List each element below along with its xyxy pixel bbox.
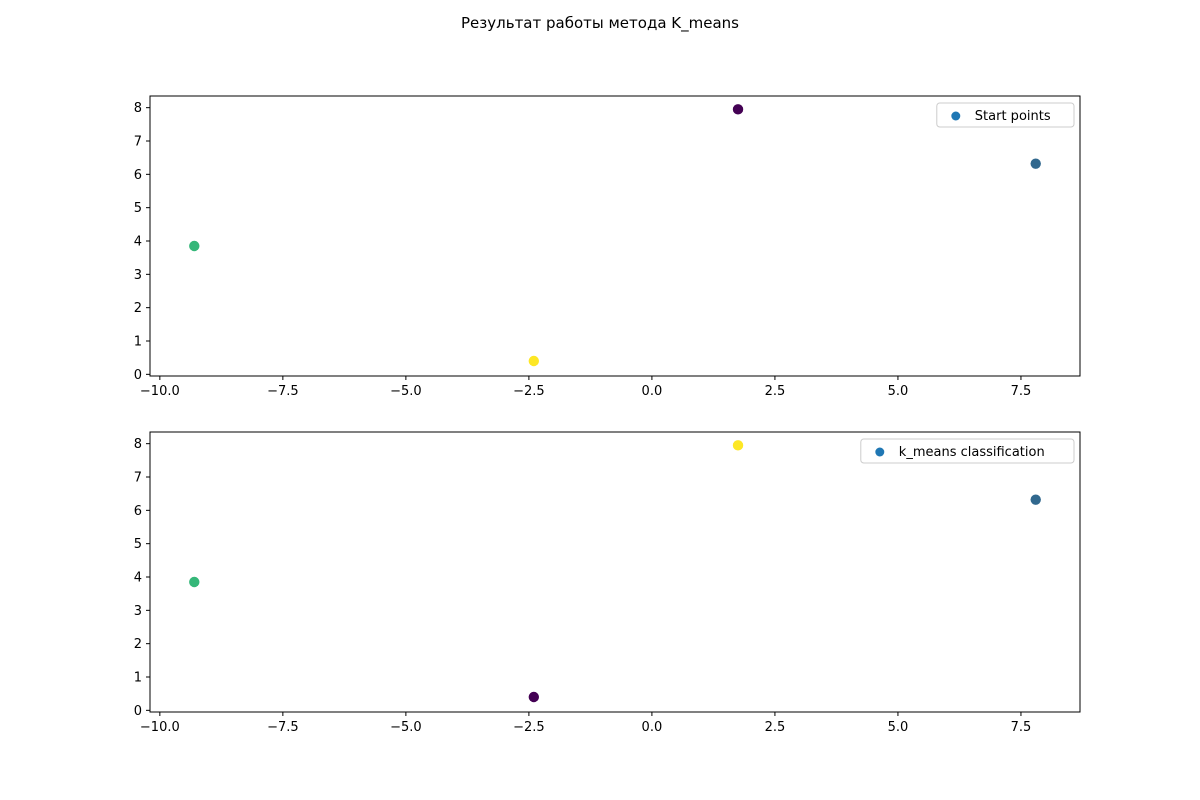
legend-label: k_means classification <box>899 445 1045 460</box>
scatter-point <box>732 440 744 451</box>
y-tick-label: 4 <box>134 571 142 586</box>
x-tick-label: 0.0 <box>642 384 663 399</box>
x-tick-label: 5.0 <box>888 384 909 399</box>
x-tick-label: −10.0 <box>140 384 180 399</box>
subplot-2: −10.0 −7.5 −5.0 −2.5 0.0 2.5 5.0 7.5 0 1 2 3 4 5 6 7 8 k_… <box>134 431 1081 735</box>
scatter-point <box>732 104 744 115</box>
x-tick-label: 7.5 <box>1011 384 1032 399</box>
figure-title: Результат работы метода K_means <box>461 14 739 32</box>
legend-marker <box>951 111 961 121</box>
y-tick-label: 5 <box>134 201 142 216</box>
legend-box <box>860 438 1075 464</box>
scatter-point <box>528 691 540 703</box>
x-tick-label: 5.0 <box>888 720 909 735</box>
x-tick-label: 0.0 <box>642 720 663 735</box>
y-tick-label: 3 <box>134 268 142 283</box>
legend-marker <box>875 447 885 457</box>
x-tick-label: −7.5 <box>267 720 299 735</box>
x-tick-label: −5.0 <box>390 384 422 399</box>
y-tick-label: 8 <box>134 437 142 452</box>
scatter-point <box>528 355 540 367</box>
y-tick-label: 1 <box>134 335 142 350</box>
x-tick-label: −10.0 <box>140 720 180 735</box>
legend-box <box>936 102 1075 128</box>
y-tick-label: 7 <box>134 471 142 486</box>
y-tick-label: 3 <box>134 604 142 619</box>
scatter-point <box>189 576 200 588</box>
y-tick-label: 0 <box>134 704 142 719</box>
y-tick-label: 2 <box>134 637 142 652</box>
axes-frame <box>149 95 1081 377</box>
legend: k_means classification <box>860 438 1075 464</box>
x-tick-label: 2.5 <box>765 720 786 735</box>
subplot-1: −10.0 −7.5 −5.0 −2.5 0.0 2.5 5.0 7.5 0 1 2 3 4 5 6 7 8 St… <box>134 95 1081 399</box>
x-tick-label: −5.0 <box>390 720 422 735</box>
y-tick-label: 1 <box>134 671 142 686</box>
legend-label: Start points <box>975 109 1051 124</box>
x-tick-label: −7.5 <box>267 384 299 399</box>
y-tick-label: 4 <box>134 235 142 250</box>
y-tick-label: 0 <box>134 368 142 383</box>
x-tick-label: 2.5 <box>765 384 786 399</box>
scatter-point <box>189 240 200 252</box>
scatter-point <box>1030 158 1041 169</box>
axes-frame <box>149 431 1081 713</box>
x-tick-label: −2.5 <box>513 384 545 399</box>
legend: Start points <box>936 102 1075 128</box>
x-tick-label: −2.5 <box>513 720 545 735</box>
x-tick-label: 7.5 <box>1011 720 1032 735</box>
scatter-point <box>1030 494 1041 505</box>
y-tick-label: 5 <box>134 537 142 552</box>
y-tick-label: 2 <box>134 301 142 316</box>
y-tick-label: 6 <box>134 168 142 183</box>
y-tick-label: 6 <box>134 504 142 519</box>
y-tick-label: 8 <box>134 101 142 116</box>
y-tick-label: 7 <box>134 135 142 150</box>
